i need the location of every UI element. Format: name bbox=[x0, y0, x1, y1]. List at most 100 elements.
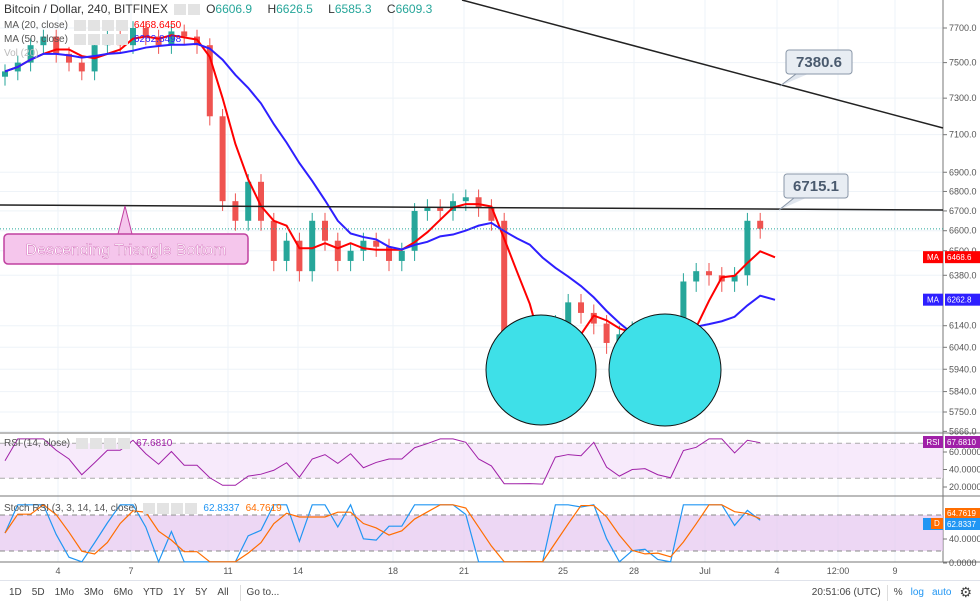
rsi-legend: RSI (14, close) 67.6810 bbox=[4, 438, 172, 449]
range-all[interactable]: All bbox=[217, 587, 229, 598]
plus-icon[interactable] bbox=[101, 20, 114, 31]
price-tick-label: 5666.0 bbox=[949, 426, 977, 436]
eye-icon[interactable] bbox=[73, 34, 86, 45]
chart-canvas[interactable]: 7700.0 7500.0 7300.0 7100.0 6900.0 6800.0 6700… bbox=[0, 0, 980, 580]
candle-body bbox=[219, 116, 226, 202]
range-1mo[interactable]: 1Mo bbox=[54, 587, 75, 598]
stoch-label[interactable]: Stoch RSI (3, 3, 14, 14, close) bbox=[4, 503, 138, 514]
candle-body bbox=[78, 62, 85, 72]
gear-icon[interactable] bbox=[87, 20, 100, 31]
descending-trendline bbox=[461, 0, 944, 129]
vol-label[interactable]: Vol (20) bbox=[4, 48, 39, 59]
range-buttons: 1D 5D 1Mo 3Mo 6Mo YTD 1Y 5Y All bbox=[0, 587, 234, 598]
price-tick-label: 7100.0 bbox=[949, 130, 977, 140]
background bbox=[0, 0, 980, 580]
stoch-tick-label: 0.0000 bbox=[949, 558, 977, 568]
range-6mo[interactable]: 6Mo bbox=[113, 587, 133, 598]
stoch-d-value-box bbox=[945, 508, 980, 519]
range-5y[interactable]: 5Y bbox=[195, 587, 208, 598]
range-1d[interactable]: 1D bbox=[9, 587, 22, 598]
symbol-title[interactable]: Bitcoin / Dollar, 240, BITFINEX bbox=[4, 2, 169, 16]
price-tick-label: 6700.0 bbox=[949, 206, 977, 216]
candle-body bbox=[706, 271, 712, 276]
ma20-label[interactable]: MA (20, close) bbox=[4, 20, 68, 31]
percent-toggle[interactable]: % bbox=[893, 587, 903, 598]
eye-icon[interactable] bbox=[143, 503, 156, 514]
time-tick-label: 9 bbox=[892, 566, 897, 576]
price-tick-label: 7300.0 bbox=[949, 93, 977, 103]
candle-body bbox=[386, 246, 392, 261]
stoch-band bbox=[0, 515, 943, 551]
ma50-axis-value: 6262.8 bbox=[947, 296, 972, 305]
stoch-d-tag-text: D bbox=[934, 519, 940, 528]
candle-body bbox=[501, 220, 508, 335]
price-tick-label: 6600.0 bbox=[949, 226, 977, 236]
candle-body bbox=[334, 240, 341, 261]
rsi-tag-text: RSI bbox=[926, 438, 939, 447]
gear-icon[interactable] bbox=[188, 3, 201, 15]
candle-body bbox=[411, 210, 418, 251]
clock: 20:51:06 (UTC) bbox=[811, 587, 881, 598]
trend-price-label: 7380.6 bbox=[796, 54, 842, 71]
plus-icon[interactable] bbox=[101, 34, 114, 45]
eye-icon[interactable] bbox=[174, 3, 187, 15]
close-icon[interactable] bbox=[118, 438, 131, 449]
ma20: MA 6468.6 bbox=[923, 251, 980, 264]
eye-icon[interactable] bbox=[76, 438, 89, 449]
log-toggle[interactable]: log bbox=[910, 587, 924, 598]
gear-icon[interactable] bbox=[90, 438, 103, 449]
candle-body bbox=[475, 197, 482, 208]
price-tick-label: 6800.0 bbox=[949, 186, 977, 196]
candle-body bbox=[296, 240, 303, 272]
time-tick-label: 18 bbox=[388, 566, 398, 576]
candle-body bbox=[578, 302, 584, 313]
close-icon[interactable] bbox=[115, 34, 128, 45]
gear-icon[interactable] bbox=[157, 503, 170, 514]
rsi-label[interactable]: RSI (14, close) bbox=[4, 438, 71, 449]
candle-body bbox=[424, 207, 431, 211]
price-tick-label: 6140.0 bbox=[949, 321, 977, 331]
ma50-legend: MA (50, close) 6262.8498 bbox=[4, 34, 181, 45]
candle-body bbox=[450, 201, 456, 211]
rsi-axis-value: 67.6810 bbox=[947, 438, 976, 447]
highlight-circle bbox=[608, 313, 722, 427]
range-ytd[interactable]: YTD bbox=[142, 587, 163, 598]
price-tick-label: 7500.0 bbox=[949, 58, 977, 68]
candle-body bbox=[731, 275, 738, 282]
candle-body bbox=[142, 28, 149, 37]
stoch-k-axis-value: 62.8337 bbox=[947, 520, 976, 529]
candle-body bbox=[322, 220, 328, 241]
settings-gear-icon[interactable]: ⚙ bbox=[959, 584, 972, 600]
candle-body bbox=[2, 71, 8, 77]
ma50-label[interactable]: MA (50, close) bbox=[4, 34, 68, 45]
gear-icon[interactable] bbox=[87, 34, 100, 45]
bottom-toolbar: 1D 5D 1Mo 3Mo 6Mo YTD 1Y 5Y All Go to... 20:51:0… bbox=[0, 580, 980, 604]
auto-toggle[interactable]: auto bbox=[931, 587, 952, 598]
candle-body bbox=[181, 31, 188, 37]
rsi-tick-label: 40.0000 bbox=[949, 465, 980, 475]
range-5d[interactable]: 5D bbox=[31, 587, 45, 598]
close-icon[interactable] bbox=[115, 20, 128, 31]
candle-body bbox=[27, 45, 34, 63]
candle-body bbox=[565, 302, 572, 324]
ma20-value: 6468.6450 bbox=[133, 20, 182, 31]
plus-icon[interactable] bbox=[104, 438, 117, 449]
rsi-tick-label: 60.0000 bbox=[949, 447, 980, 457]
range-3mo[interactable]: 3Mo bbox=[84, 587, 104, 598]
plus-icon[interactable] bbox=[171, 503, 184, 514]
close-icon[interactable] bbox=[185, 503, 198, 514]
candle-body bbox=[130, 28, 136, 46]
candle-body bbox=[693, 271, 700, 282]
price-tick-label: 6380.0 bbox=[949, 270, 977, 280]
range-1y[interactable]: 1Y bbox=[172, 587, 186, 598]
goto-button[interactable]: Go to... bbox=[246, 587, 280, 598]
rsi-value-box bbox=[945, 436, 980, 448]
candle-body bbox=[168, 31, 175, 46]
stoch-d-line bbox=[4, 504, 761, 563]
candle-body bbox=[155, 36, 162, 46]
eye-icon[interactable] bbox=[73, 20, 86, 31]
vol-legend: Vol (20) bbox=[4, 48, 38, 59]
ma20-axis-value: 6468.6 bbox=[947, 253, 972, 262]
ma20-tag-text: MA bbox=[927, 253, 940, 262]
price-tick-label: 6040.0 bbox=[949, 342, 977, 352]
